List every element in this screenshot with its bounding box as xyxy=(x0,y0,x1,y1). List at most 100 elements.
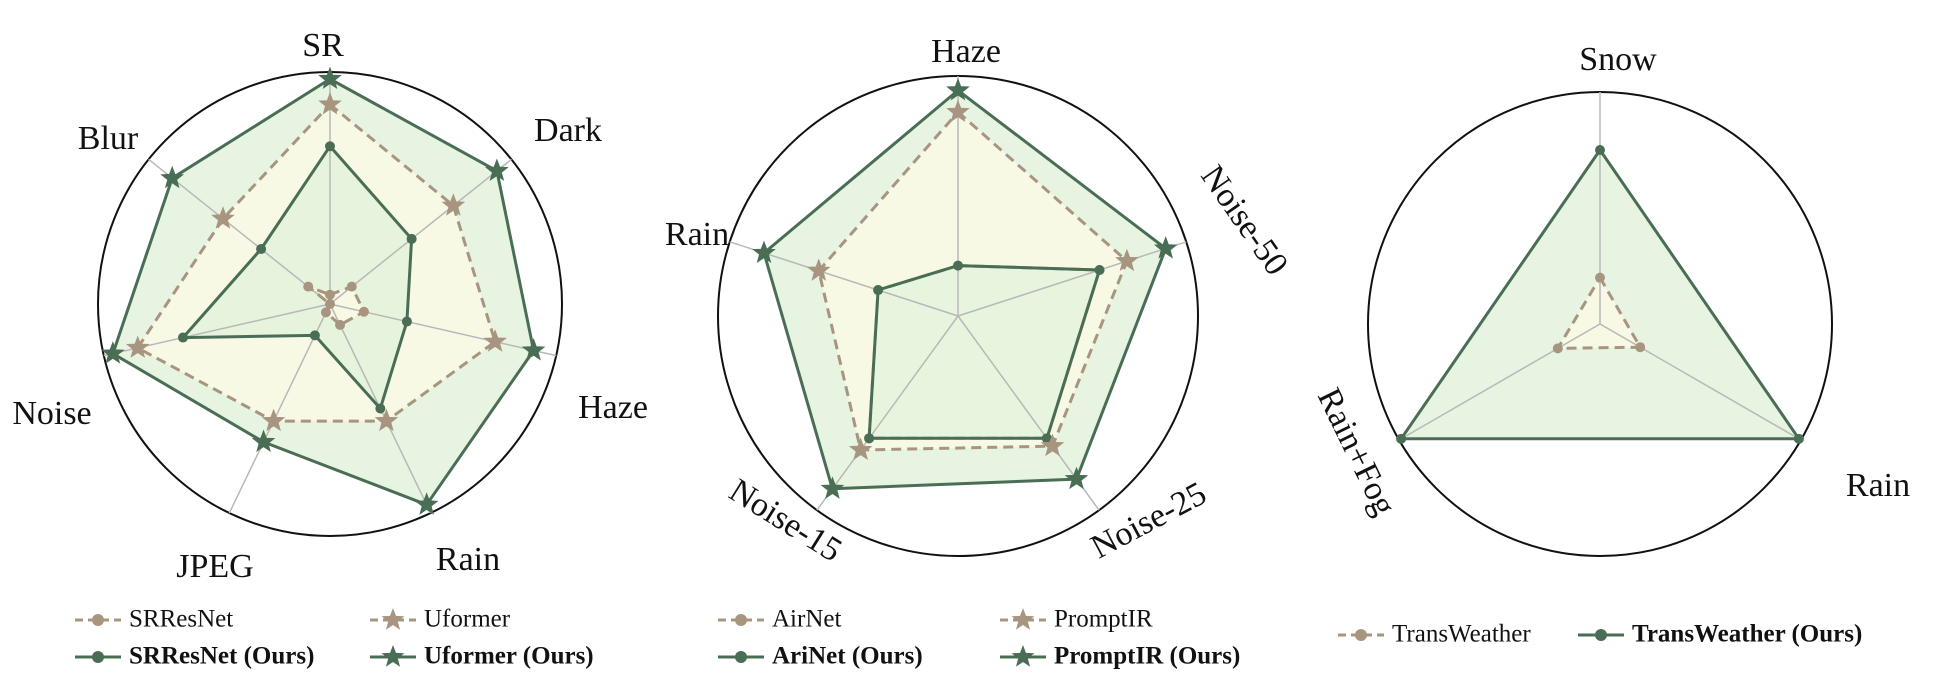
spoke-dark xyxy=(329,158,512,305)
point-promptir-ours-noise-25 xyxy=(1064,466,1089,490)
legend-label-airnet: AirNet xyxy=(772,606,841,633)
point-uformer-ours-blur xyxy=(160,165,185,189)
point-uformer-haze xyxy=(483,329,507,352)
legend-marker-uformer-ours xyxy=(381,645,405,667)
series-line-srresnet-ours xyxy=(181,144,414,410)
legend-label-promptir: PromptIR xyxy=(1054,606,1153,633)
point-uformer-blur xyxy=(211,206,235,229)
area-transweather xyxy=(1557,277,1641,349)
point-uformer-ours-jpeg xyxy=(251,429,276,453)
point-srresnet-ours-blur xyxy=(256,244,267,255)
axis-label-rain-fog: Rain+Fog xyxy=(1310,382,1403,521)
legend-label-uformer-ours: Uformer (Ours) xyxy=(424,643,594,670)
point-promptir-noise-15 xyxy=(848,437,873,461)
point-promptir-noise-50 xyxy=(1115,248,1139,272)
point-srresnet-haze xyxy=(358,306,369,317)
point-arinet-ours-haze xyxy=(953,260,963,271)
point-promptir-ours-rain xyxy=(752,240,776,264)
axis-label-rain: Rain xyxy=(436,541,500,578)
point-srresnet-dark xyxy=(346,281,357,292)
point-srresnet-sr xyxy=(325,289,335,300)
legend-3: TransWeather TransWeather (Ours) xyxy=(1338,621,1862,648)
point-transweather-rain xyxy=(1635,342,1646,353)
legend-1: SRResNet SRResNet (Ours) Uformer Uformer (O… xyxy=(75,606,594,670)
point-arinet-ours-noise-50 xyxy=(1094,265,1105,276)
point-promptir-ours-noise-50 xyxy=(1153,236,1178,259)
point-uformer-jpeg xyxy=(261,408,286,432)
point-srresnet-rain xyxy=(335,319,346,330)
axis-label-rain: Rain xyxy=(1846,467,1910,504)
legend-label-uformer: Uformer xyxy=(424,606,511,633)
point-transweather-ours-rain-fog xyxy=(1396,433,1407,444)
legend-2: AirNet AriNet (Ours) PromptIR PromptIR (Our… xyxy=(718,606,1240,670)
point-promptir-ours-haze xyxy=(946,77,970,101)
legend-label-srresnet-ours: SRResNet (Ours) xyxy=(129,643,314,670)
point-srresnet-ours-jpeg xyxy=(309,330,320,341)
legend-marker-promptir-ours xyxy=(1011,645,1035,667)
point-promptir-ours-noise-15 xyxy=(820,476,845,499)
point-uformer-ours-haze xyxy=(521,338,546,361)
axis-label-noise-50: Noise-50 xyxy=(1193,159,1295,282)
point-srresnet-jpeg xyxy=(320,307,331,318)
point-arinet-ours-noise-25 xyxy=(1041,433,1052,444)
point-srresnet-ours-haze xyxy=(401,316,412,327)
point-arinet-ours-rain xyxy=(873,285,884,296)
point-arinet-ours-noise-15 xyxy=(864,433,875,444)
point-srresnet-ours-rain xyxy=(375,403,386,414)
spoke-blur xyxy=(148,158,331,305)
point-srresnet-blur xyxy=(303,281,314,292)
axis-label-dark: Dark xyxy=(534,112,602,149)
point-promptir-haze xyxy=(946,99,970,123)
series-line-promptir xyxy=(817,110,1129,452)
legend-label-promptir-ours: PromptIR (Ours) xyxy=(1054,643,1240,670)
legend-label-transweather-ours: TransWeather (Ours) xyxy=(1632,621,1862,648)
point-uformer-ours-rain xyxy=(414,492,439,515)
point-uformer-dark xyxy=(441,193,466,216)
point-srresnet-ours-sr xyxy=(325,141,335,152)
axis-label-haze: Haze xyxy=(578,389,648,426)
axis-label-haze: Haze xyxy=(931,33,1001,70)
point-transweather-ours-snow xyxy=(1595,145,1605,155)
radar-chart-1: SRDarkHazeRainJPEGNoiseBlurSRResNetSRRes… xyxy=(12,27,648,670)
legend-marker-transweather xyxy=(1355,629,1367,641)
legend-label-srresnet: SRResNet xyxy=(129,606,233,633)
axis-label-rain: Rain xyxy=(665,216,729,253)
legend-marker-promptir xyxy=(1011,608,1035,630)
axis-label-noise-25: Noise-25 xyxy=(1085,475,1212,566)
point-uformer-noise xyxy=(125,335,150,358)
point-promptir-rain xyxy=(806,258,831,281)
spoke-noise-15 xyxy=(816,315,959,511)
point-uformer-ours-dark xyxy=(485,158,509,181)
point-uformer-ours-sr xyxy=(318,66,342,90)
radar-chart-2: HazeNoise-50Noise-25Noise-15RainAirNetAr… xyxy=(665,33,1295,670)
series-line-transweather-ours xyxy=(1399,148,1801,441)
legend-marker-srresnet-ours xyxy=(92,651,104,663)
legend-label-arinet-ours: AriNet (Ours) xyxy=(772,643,923,670)
legend-marker-uformer xyxy=(381,608,405,630)
point-uformer-sr xyxy=(318,92,342,115)
series-line-uformer xyxy=(136,103,497,423)
point-srresnet-ours-dark xyxy=(406,233,417,244)
point-srresnet-ours-noise xyxy=(177,332,188,343)
legend-marker-srresnet xyxy=(92,614,104,626)
series-line-transweather xyxy=(1556,276,1642,350)
point-transweather-snow xyxy=(1595,272,1605,283)
spoke-rain xyxy=(1599,323,1802,441)
point-srresnet-noise xyxy=(325,299,335,309)
axis-label-snow: Snow xyxy=(1579,41,1657,78)
legend-marker-airnet xyxy=(735,614,747,626)
legend-marker-transweather-ours xyxy=(1595,629,1607,641)
axis-label-sr: SR xyxy=(302,27,344,64)
axis-label-noise: Noise xyxy=(12,395,91,432)
point-transweather-rain-fog xyxy=(1552,343,1563,354)
series-line-arinet-ours xyxy=(867,264,1101,440)
legend-label-transweather: TransWeather xyxy=(1392,621,1531,648)
point-uformer-ours-noise xyxy=(101,341,125,364)
point-uformer-rain xyxy=(374,408,399,432)
point-transweather-ours-rain xyxy=(1793,433,1804,444)
spoke-rain-fog xyxy=(1398,323,1601,441)
series-line-promptir-ours xyxy=(762,88,1168,491)
axis-label-blur: Blur xyxy=(78,120,139,157)
